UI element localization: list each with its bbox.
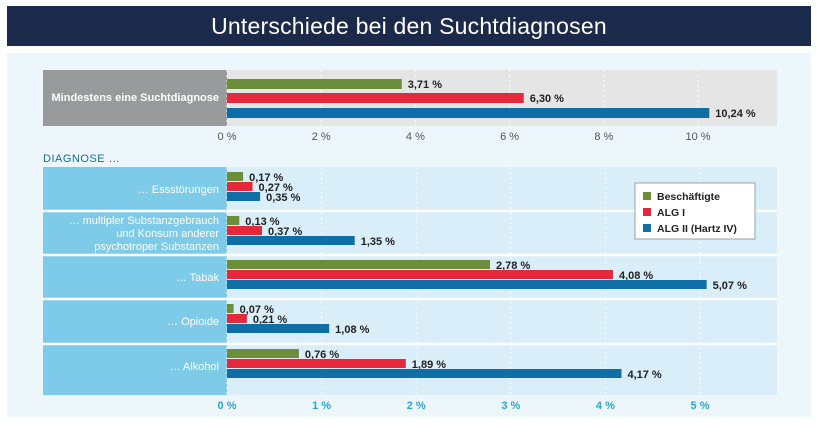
top-tick-label: 10 % (685, 131, 710, 143)
bottom-value-label: 0,37 % (268, 226, 302, 238)
bottom-category-label: … multipler Substanzgebrauch (69, 215, 219, 227)
top-value-label: 3,71 % (408, 79, 442, 91)
bottom-bar (227, 226, 263, 235)
bottom-value-label: 0,76 % (305, 349, 339, 361)
bottom-tick-label: 2 % (407, 400, 426, 412)
bottom-tick-label: 1 % (312, 400, 331, 412)
bottom-category-label: und Konsum anderer (116, 228, 219, 240)
bottom-bar (227, 172, 244, 181)
bottom-bar (227, 349, 299, 358)
bottom-value-label: 0,35 % (266, 192, 300, 204)
bottom-category-label: psychotroper Substanzen (94, 241, 219, 253)
bottom-category-label: … Essstörungen (138, 184, 219, 196)
legend-label: ALG II (Hartz IV) (657, 223, 737, 235)
bottom-bar (227, 324, 330, 333)
top-category-box (43, 70, 227, 126)
bottom-category-box (43, 167, 227, 395)
bottom-value-label: 0,17 % (249, 172, 283, 184)
top-bar (227, 93, 524, 103)
legend-swatch (643, 224, 651, 232)
bottom-bar (227, 216, 240, 225)
bottom-bar (227, 192, 261, 201)
bottom-value-label: 0,07 % (240, 304, 274, 316)
top-tick-label: 6 % (500, 131, 519, 143)
bottom-category-label: … Opioide (167, 316, 219, 328)
top-tick-label: 8 % (594, 131, 613, 143)
bottom-bar (227, 270, 613, 279)
bottom-value-label: 0,13 % (245, 216, 279, 228)
bottom-bar (227, 260, 490, 269)
bottom-bar (227, 236, 355, 245)
legend-swatch (643, 192, 651, 200)
bottom-bar (227, 304, 234, 313)
top-bar (227, 108, 710, 118)
section-label: DIAGNOSE … (43, 153, 120, 165)
bottom-tick-label: 3 % (501, 400, 520, 412)
bottom-value-label: 1,89 % (412, 359, 446, 371)
bottom-tick-label: 0 % (218, 400, 237, 412)
bottom-value-label: 0,21 % (253, 314, 287, 326)
top-tick-label: 2 % (312, 131, 331, 143)
bottom-value-label: 1,35 % (361, 236, 395, 248)
top-tick-label: 4 % (406, 131, 425, 143)
chart-svg: 0 % 2 % 4 % 6 % 8 % 10 % Mindestens eine Sucht… (43, 70, 777, 412)
top-category-label: Mindestens eine Suchtdiagnose (52, 92, 219, 104)
top-tick-label: 0 % (218, 131, 237, 143)
bottom-value-label: 0,27 % (259, 182, 293, 194)
bottom-category-label: … Tabak (176, 272, 220, 284)
top-bar (227, 79, 402, 89)
chart-panel: 0 % 2 % 4 % 6 % 8 % 10 % Mindestens eine Sucht… (7, 53, 811, 417)
legend-swatch (643, 208, 651, 216)
chart-title: Unterschiede bei den Suchtdiagnosen (7, 6, 811, 46)
bottom-value-label: 4,17 % (627, 369, 661, 381)
bottom-value-label: 4,08 % (619, 270, 653, 282)
bottom-tick-label: 4 % (596, 400, 615, 412)
bottom-category-label: … Alkohol (169, 361, 219, 373)
top-value-label: 6,30 % (530, 93, 564, 105)
legend-label: Beschäftigte (657, 191, 720, 203)
bottom-value-label: 5,07 % (713, 280, 747, 292)
top-value-label: 10,24 % (715, 108, 756, 120)
bottom-value-label: 1,08 % (335, 324, 369, 336)
legend-label: ALG I (657, 207, 685, 219)
legend-box (634, 182, 756, 240)
bottom-bar (227, 182, 253, 191)
bottom-bar (227, 280, 707, 289)
bottom-bar (227, 314, 247, 323)
bottom-tick-label: 5 % (691, 400, 710, 412)
bottom-bar (227, 369, 622, 378)
bottom-bar (227, 359, 406, 368)
bottom-value-label: 2,78 % (496, 260, 530, 272)
